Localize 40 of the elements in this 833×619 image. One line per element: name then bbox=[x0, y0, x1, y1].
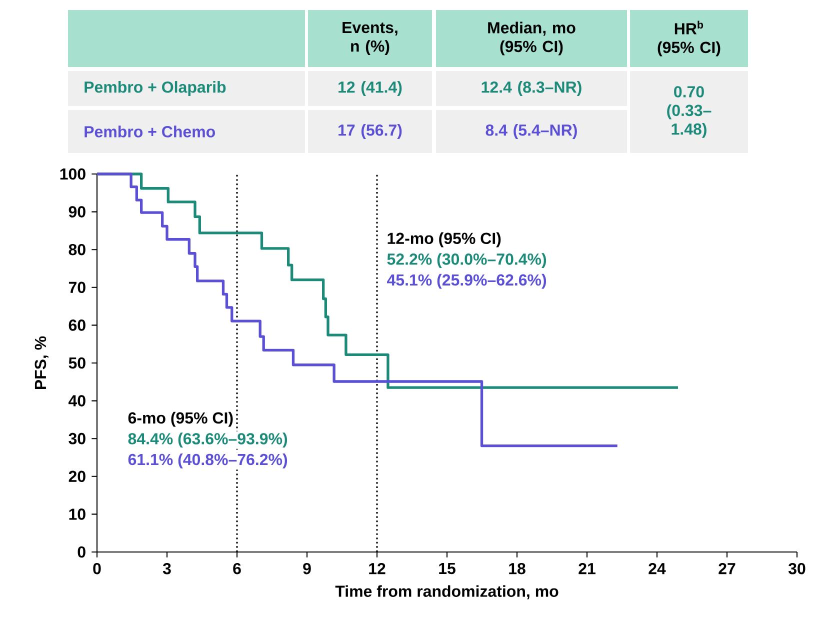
annotation: 84.4% (63.6%–93.9%) bbox=[128, 432, 288, 448]
x-tick-label: 18 bbox=[509, 562, 526, 574]
y-tick-label: 20 bbox=[68, 470, 86, 482]
x-tick-label: 0 bbox=[93, 562, 101, 574]
y-tick-label: 50 bbox=[68, 357, 86, 369]
text: 8.4 (5.4–NR) bbox=[486, 124, 577, 139]
y-axis-title: PFS, % bbox=[34, 336, 48, 390]
text: 0.70 (0.33–1.48) bbox=[667, 86, 712, 138]
y-tick-label: 30 bbox=[68, 432, 86, 444]
x-tick-label: 12 bbox=[369, 562, 386, 574]
text: Events, n (%) bbox=[342, 22, 398, 55]
y-tick-label: 90 bbox=[68, 206, 86, 218]
x-tick-label: 15 bbox=[439, 562, 456, 574]
y-tick-label: 60 bbox=[68, 320, 86, 331]
annotation: 6-mo (95% CI) bbox=[128, 412, 233, 427]
text: 12.4 (8.3–NR) bbox=[482, 81, 582, 96]
x-tick-label: 27 bbox=[718, 562, 736, 574]
annotation: 52.2% (30.0%–70.4%) bbox=[387, 253, 546, 268]
annotation: 12-mo (95% CI) bbox=[388, 232, 501, 248]
x-tick-label: 3 bbox=[162, 562, 171, 574]
text: 17 (56.7) bbox=[338, 124, 402, 139]
x-tick-label: 6 bbox=[233, 562, 241, 574]
x-tick-label: 24 bbox=[648, 562, 666, 574]
annotation: 61.1% (40.8%–76.2%) bbox=[128, 453, 288, 468]
x-axis-title: Time from randomization, mo bbox=[335, 585, 558, 600]
y-tick-label: 0 bbox=[78, 546, 86, 558]
annotation: 45.1% (25.9%–62.6%) bbox=[387, 274, 546, 289]
x-tick-label: 9 bbox=[303, 562, 311, 574]
y-tick-label: 10 bbox=[69, 508, 86, 520]
y-tick-label: 100 bbox=[60, 168, 86, 180]
text: Pembro + Chemo bbox=[84, 126, 215, 138]
y-tick-label: 40 bbox=[68, 395, 86, 406]
text: Median, mo (95% CI) bbox=[488, 22, 576, 56]
y-tick-label: 80 bbox=[68, 244, 86, 256]
text: 12 (41.4) bbox=[338, 81, 402, 96]
text: Pembro + Olaparib bbox=[84, 81, 226, 96]
y-tick-label: 70 bbox=[68, 282, 86, 294]
x-tick-label: 21 bbox=[578, 562, 596, 574]
text: HR$^{b}$ (95% CI) bbox=[658, 20, 720, 56]
x-tick-label: 30 bbox=[788, 562, 806, 574]
